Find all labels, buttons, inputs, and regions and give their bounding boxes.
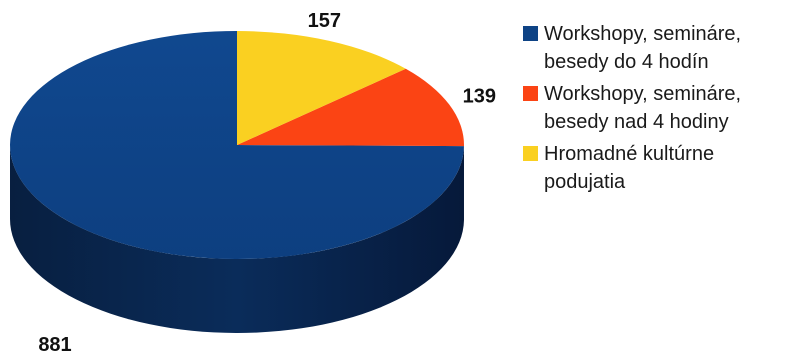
legend-swatch-yellow: [523, 146, 538, 161]
legend-label: Workshopy, semináre, besedy do 4 hodín: [544, 23, 742, 73]
pie-slice-workshops-long: [237, 68, 465, 147]
value-label-workshops-long: 139: [463, 86, 496, 108]
pie-slice-workshops-short: [9, 31, 464, 260]
value-label-workshops-short: 881: [38, 334, 71, 356]
legend-item-cultural-events: Hromadné kultúrne podujatia: [523, 140, 793, 196]
legend-item-workshops-short: Workshopy, semináre, besedy do 4 hodín: [523, 20, 793, 76]
legend-label: Hromadné kultúrne podujatia: [544, 143, 715, 193]
legend-swatch-blue: [523, 26, 538, 41]
legend: Workshopy, semináre, besedy do 4 hodín W…: [523, 20, 793, 200]
pie-side-workshops-short: [10, 145, 464, 333]
pie-layer: [9, 31, 465, 333]
value-label-cultural-events: 157: [308, 10, 341, 32]
data-labels: 157 139 881: [38, 10, 496, 356]
pie-slice-cultural-events: [237, 31, 406, 145]
legend-swatch-orange: [523, 86, 538, 101]
legend-label: Workshopy, semináre, besedy nad 4 hodiny: [544, 83, 742, 133]
legend-item-workshops-long: Workshopy, semináre, besedy nad 4 hodiny: [523, 80, 793, 136]
